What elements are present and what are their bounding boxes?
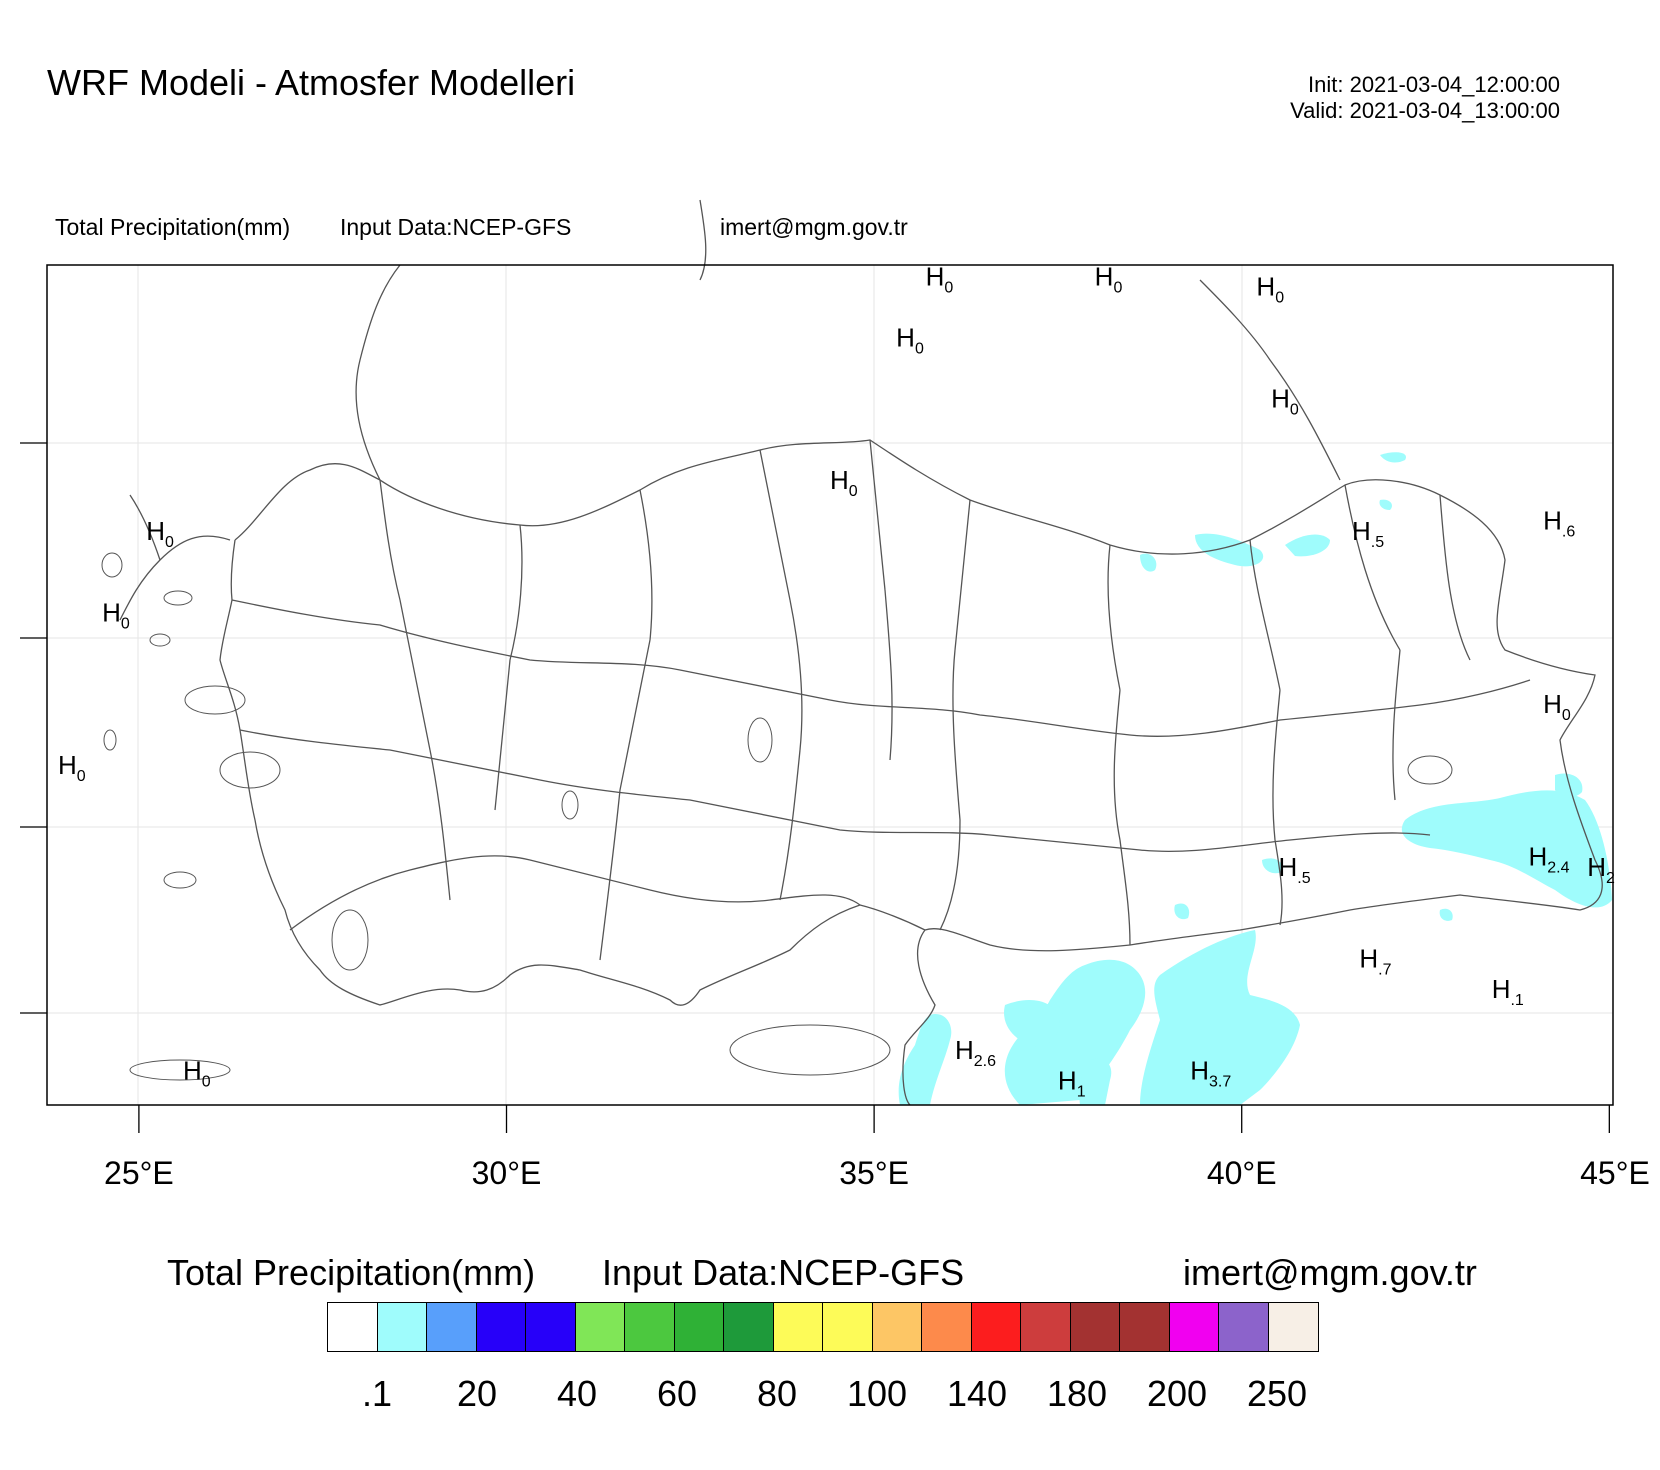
colorbar-tick-label: 250 xyxy=(1246,1373,1308,1414)
high-marker: H0 xyxy=(1543,689,1571,724)
colorbar-tick-label: 140 xyxy=(946,1373,1008,1414)
colorbar-swatch xyxy=(1021,1303,1071,1351)
map-frame xyxy=(46,264,1614,1106)
colorbar-swatch xyxy=(872,1303,922,1351)
high-marker: H0 xyxy=(926,261,954,296)
colorbar-swatch xyxy=(625,1303,675,1351)
colorbar-tick-label: 40 xyxy=(556,1373,598,1414)
lon-tick-label: 45°E xyxy=(1580,1155,1650,1191)
subtitle-email: imert@mgm.gov.tr xyxy=(720,214,908,240)
colorbar-swatch xyxy=(1219,1303,1269,1351)
colorbar-swatch xyxy=(328,1303,378,1351)
high-marker: H.5 xyxy=(1352,516,1384,551)
colorbar-swatch xyxy=(823,1303,873,1351)
lon-tick-label: 40°E xyxy=(1206,1155,1277,1191)
high-marker: H0 xyxy=(830,465,858,500)
subtitle-input-data: Input Data:NCEP-GFS xyxy=(340,214,572,240)
province-boundaries xyxy=(119,199,1603,1106)
colorbar xyxy=(327,1302,1319,1352)
colorbar-swatch xyxy=(575,1303,625,1351)
map-title: WRF Modeli - Atmosfer Modelleri xyxy=(47,62,576,103)
colorbar-tick-label: 180 xyxy=(1046,1373,1108,1414)
colorbar-swatch xyxy=(971,1303,1021,1351)
high-marker: H0 xyxy=(1256,272,1284,307)
legend-input-data: Input Data:NCEP-GFS xyxy=(602,1252,965,1293)
colorbar-swatch xyxy=(922,1303,972,1351)
colorbar-swatch xyxy=(476,1303,526,1351)
subtitle-variable: Total Precipitation(mm) xyxy=(55,214,291,240)
high-marker: H2.6 xyxy=(955,1035,996,1070)
lon-ticks xyxy=(138,1105,1610,1133)
colorbar-swatch xyxy=(674,1303,724,1351)
colorbar-tick-label: 80 xyxy=(756,1373,798,1414)
valid-time: Valid: 2021-03-04_13:00:00 xyxy=(1290,98,1560,123)
high-marker: H0 xyxy=(146,516,174,551)
colorbar-swatch xyxy=(427,1303,477,1351)
colorbar-tick-label: 200 xyxy=(1146,1373,1208,1414)
lat-ticks xyxy=(20,442,47,1014)
high-marker: H.7 xyxy=(1359,944,1391,979)
coastline xyxy=(101,552,1453,1081)
lon-tick-label: 25°E xyxy=(104,1155,174,1191)
colorbar-swatch xyxy=(1120,1303,1170,1351)
high-marker: H0 xyxy=(102,597,130,632)
colorbar-swatch xyxy=(1268,1303,1318,1351)
high-marker: H0 xyxy=(1271,384,1299,419)
high-marker: H0 xyxy=(1095,261,1123,296)
graticule xyxy=(47,265,1613,1105)
high-marker: H.5 xyxy=(1278,852,1310,887)
colorbar-tick-label: 20 xyxy=(456,1373,498,1414)
colorbar-swatch xyxy=(1070,1303,1120,1351)
high-marker: H.6 xyxy=(1543,506,1575,541)
colorbar-tick-label: 100 xyxy=(846,1373,908,1414)
high-marker: H0 xyxy=(183,1056,211,1091)
legend-variable: Total Precipitation(mm) xyxy=(167,1252,536,1293)
colorbar-swatch xyxy=(773,1303,823,1351)
high-marker: H1 xyxy=(1058,1066,1086,1101)
colorbar-swatch xyxy=(1169,1303,1219,1351)
high-marker: H3.7 xyxy=(1190,1056,1231,1091)
high-marker: H2 xyxy=(1587,852,1615,887)
colorbar-swatch xyxy=(724,1303,774,1351)
high-marker: H.1 xyxy=(1492,974,1524,1009)
colorbar-tick-label: 60 xyxy=(656,1373,698,1414)
lon-tick-label: 35°E xyxy=(839,1155,909,1191)
init-time: Init: 2021-03-04_12:00:00 xyxy=(1308,72,1560,97)
colorbar-swatch xyxy=(377,1303,427,1351)
legend-email: imert@mgm.gov.tr xyxy=(1183,1252,1477,1293)
precipitation-shading xyxy=(898,452,1612,1105)
lon-tick-label: 30°E xyxy=(471,1155,542,1191)
high-marker: H2.4 xyxy=(1528,842,1569,877)
high-marker: H0 xyxy=(896,322,924,357)
colorbar-swatch xyxy=(526,1303,576,1351)
high-marker: H0 xyxy=(58,750,86,785)
colorbar-tick-label: .1 xyxy=(361,1373,393,1414)
